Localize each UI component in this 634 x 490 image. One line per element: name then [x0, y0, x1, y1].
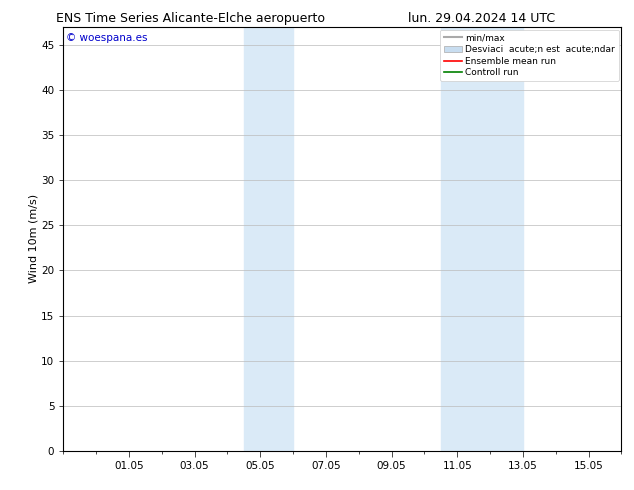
Text: lun. 29.04.2024 14 UTC: lun. 29.04.2024 14 UTC	[408, 12, 555, 25]
Bar	[244, 27, 293, 451]
Text: ENS Time Series Alicante-Elche aeropuerto: ENS Time Series Alicante-Elche aeropuert…	[56, 12, 325, 25]
Bar	[441, 27, 523, 451]
Y-axis label: Wind 10m (m/s): Wind 10m (m/s)	[29, 195, 38, 283]
Text: © woespana.es: © woespana.es	[66, 33, 148, 43]
Legend: min/max, Desviaci  acute;n est  acute;ndar, Ensemble mean run, Controll run: min/max, Desviaci acute;n est acute;ndar…	[440, 30, 619, 81]
